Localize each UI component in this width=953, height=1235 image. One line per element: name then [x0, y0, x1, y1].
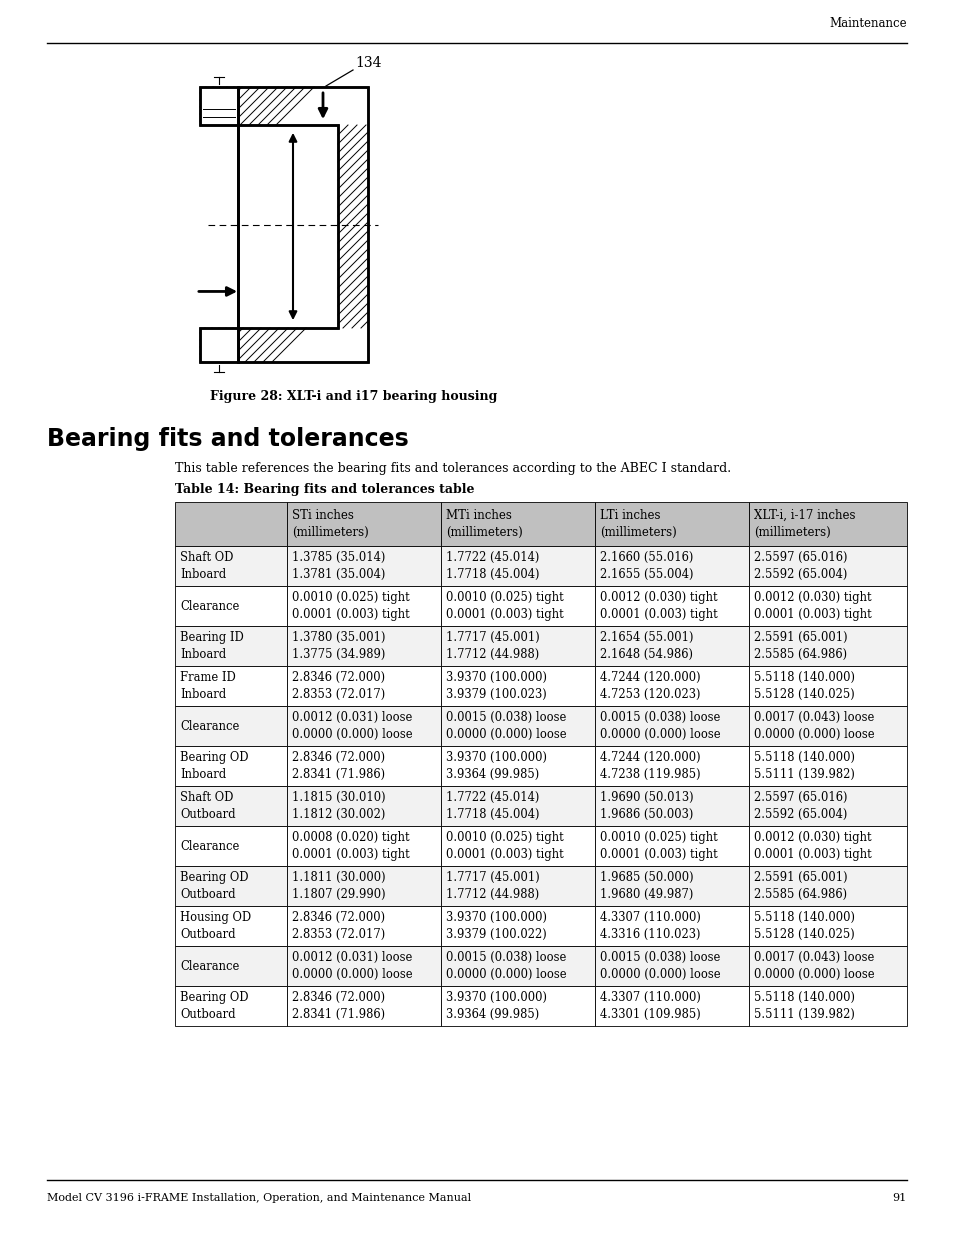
Text: Figure 28: XLT-i and i17 bearing housing: Figure 28: XLT-i and i17 bearing housing [210, 390, 497, 403]
Text: 2.1654 (55.001)
2.1648 (54.986): 2.1654 (55.001) 2.1648 (54.986) [599, 631, 693, 661]
Text: 0.0012 (0.030) tight
0.0001 (0.003) tight: 0.0012 (0.030) tight 0.0001 (0.003) tigh… [753, 592, 871, 621]
Text: 2.5591 (65.001)
2.5585 (64.986): 2.5591 (65.001) 2.5585 (64.986) [753, 871, 846, 900]
Text: Bearing OD
Outboard: Bearing OD Outboard [180, 871, 248, 900]
Text: Clearance: Clearance [180, 840, 239, 852]
Text: 0.0010 (0.025) tight
0.0001 (0.003) tight: 0.0010 (0.025) tight 0.0001 (0.003) tigh… [446, 592, 563, 621]
Bar [287, 546, 440, 585]
Text: Shaft OD
Outboard: Shaft OD Outboard [180, 792, 235, 821]
Bar [748, 706, 906, 746]
Text: 5.5118 (140.000)
5.5128 (140.025): 5.5118 (140.000) 5.5128 (140.025) [753, 672, 854, 700]
Bar [237, 125, 337, 329]
Text: 0.0008 (0.020) tight
0.0001 (0.003) tight: 0.0008 (0.020) tight 0.0001 (0.003) tigh… [292, 831, 410, 861]
Bar [440, 706, 595, 746]
Text: 1.7717 (45.001)
1.7712 (44.988): 1.7717 (45.001) 1.7712 (44.988) [446, 631, 539, 661]
Bar [440, 785, 595, 826]
Bar [748, 746, 906, 785]
Text: 5.5118 (140.000)
5.5111 (139.982): 5.5118 (140.000) 5.5111 (139.982) [753, 751, 854, 781]
Text: Clearance: Clearance [180, 720, 239, 732]
Text: 2.1660 (55.016)
2.1655 (55.004): 2.1660 (55.016) 2.1655 (55.004) [599, 551, 693, 580]
Text: 1.7717 (45.001)
1.7712 (44.988): 1.7717 (45.001) 1.7712 (44.988) [446, 871, 539, 900]
Text: 0.0012 (0.031) loose
0.0000 (0.000) loose: 0.0012 (0.031) loose 0.0000 (0.000) loos… [292, 711, 413, 741]
Bar [748, 501, 906, 546]
Bar [287, 626, 440, 666]
Text: 3.9370 (100.000)
3.9379 (100.023): 3.9370 (100.000) 3.9379 (100.023) [446, 672, 547, 700]
Bar [440, 986, 595, 1026]
Text: 0.0017 (0.043) loose
0.0000 (0.000) loose: 0.0017 (0.043) loose 0.0000 (0.000) loos… [753, 711, 874, 741]
Bar [440, 946, 595, 986]
Bar [287, 706, 440, 746]
Text: 0.0015 (0.038) loose
0.0000 (0.000) loose: 0.0015 (0.038) loose 0.0000 (0.000) loos… [599, 951, 720, 981]
Bar [287, 666, 440, 706]
Bar [174, 585, 287, 626]
Bar [287, 826, 440, 866]
Bar [595, 746, 748, 785]
Bar [440, 626, 595, 666]
Bar [287, 986, 440, 1026]
Text: 3.9370 (100.000)
3.9364 (99.985): 3.9370 (100.000) 3.9364 (99.985) [446, 751, 547, 781]
Text: Bearing OD
Outboard: Bearing OD Outboard [180, 992, 248, 1021]
Bar [174, 746, 287, 785]
Bar [287, 946, 440, 986]
Bar [237, 86, 368, 362]
Text: Frame ID
Inboard: Frame ID Inboard [180, 672, 235, 700]
Bar [174, 501, 287, 546]
Bar [174, 946, 287, 986]
Bar [440, 826, 595, 866]
Text: 1.1811 (30.000)
1.1807 (29.990): 1.1811 (30.000) 1.1807 (29.990) [292, 871, 386, 900]
Text: Model CV 3196 i-FRAME Installation, Operation, and Maintenance Manual: Model CV 3196 i-FRAME Installation, Oper… [47, 1193, 471, 1203]
Bar [748, 826, 906, 866]
Text: This table references the bearing fits and tolerances according to the ABEC I st: This table references the bearing fits a… [174, 462, 730, 475]
Text: Clearance: Clearance [180, 960, 239, 972]
Text: Bearing ID
Inboard: Bearing ID Inboard [180, 631, 244, 661]
Text: 0.0012 (0.030) tight
0.0001 (0.003) tight: 0.0012 (0.030) tight 0.0001 (0.003) tigh… [599, 592, 717, 621]
Text: 3.9370 (100.000)
3.9379 (100.022): 3.9370 (100.000) 3.9379 (100.022) [446, 911, 547, 941]
Text: 1.7722 (45.014)
1.7718 (45.004): 1.7722 (45.014) 1.7718 (45.004) [446, 792, 539, 821]
Text: Bearing OD
Inboard: Bearing OD Inboard [180, 751, 248, 781]
Text: 1.3780 (35.001)
1.3775 (34.989): 1.3780 (35.001) 1.3775 (34.989) [292, 631, 385, 661]
Text: 0.0015 (0.038) loose
0.0000 (0.000) loose: 0.0015 (0.038) loose 0.0000 (0.000) loos… [446, 711, 566, 741]
Text: 2.8346 (72.000)
2.8341 (71.986): 2.8346 (72.000) 2.8341 (71.986) [292, 751, 385, 781]
Bar [748, 626, 906, 666]
Text: MTi inches
(millimeters): MTi inches (millimeters) [446, 509, 522, 538]
Bar [595, 785, 748, 826]
Text: 0.0010 (0.025) tight
0.0001 (0.003) tight: 0.0010 (0.025) tight 0.0001 (0.003) tigh… [446, 831, 563, 861]
Bar [440, 546, 595, 585]
Text: Maintenance: Maintenance [828, 17, 906, 30]
Text: 2.8346 (72.000)
2.8353 (72.017): 2.8346 (72.000) 2.8353 (72.017) [292, 911, 385, 941]
Bar [200, 86, 237, 125]
Bar [595, 986, 748, 1026]
Bar [440, 666, 595, 706]
Bar [174, 986, 287, 1026]
Text: Shaft OD
Inboard: Shaft OD Inboard [180, 551, 233, 580]
Text: 0.0012 (0.031) loose
0.0000 (0.000) loose: 0.0012 (0.031) loose 0.0000 (0.000) loos… [292, 951, 413, 981]
Bar [287, 746, 440, 785]
Text: 0.0015 (0.038) loose
0.0000 (0.000) loose: 0.0015 (0.038) loose 0.0000 (0.000) loos… [446, 951, 566, 981]
Text: 5.5118 (140.000)
5.5128 (140.025): 5.5118 (140.000) 5.5128 (140.025) [753, 911, 854, 941]
Text: 3.9370 (100.000)
3.9364 (99.985): 3.9370 (100.000) 3.9364 (99.985) [446, 992, 547, 1021]
Bar [174, 906, 287, 946]
Text: XLT-i, i-17 inches
(millimeters): XLT-i, i-17 inches (millimeters) [753, 509, 855, 538]
Bar [287, 585, 440, 626]
Text: 5.5118 (140.000)
5.5111 (139.982): 5.5118 (140.000) 5.5111 (139.982) [753, 992, 854, 1021]
Bar [287, 501, 440, 546]
Text: 4.7244 (120.000)
4.7253 (120.023): 4.7244 (120.000) 4.7253 (120.023) [599, 672, 700, 700]
Bar [440, 866, 595, 906]
Bar [440, 906, 595, 946]
Bar [595, 706, 748, 746]
Bar [748, 946, 906, 986]
Bar [174, 626, 287, 666]
Text: Bearing fits and tolerances: Bearing fits and tolerances [47, 427, 408, 451]
Bar [595, 946, 748, 986]
Bar [440, 501, 595, 546]
Text: Housing OD
Outboard: Housing OD Outboard [180, 911, 251, 941]
Bar [440, 746, 595, 785]
Text: 2.8346 (72.000)
2.8341 (71.986): 2.8346 (72.000) 2.8341 (71.986) [292, 992, 385, 1021]
Text: 1.9690 (50.013)
1.9686 (50.003): 1.9690 (50.013) 1.9686 (50.003) [599, 792, 693, 821]
Text: 1.3785 (35.014)
1.3781 (35.004): 1.3785 (35.014) 1.3781 (35.004) [292, 551, 385, 580]
Bar [237, 125, 337, 329]
Text: 2.8346 (72.000)
2.8353 (72.017): 2.8346 (72.000) 2.8353 (72.017) [292, 672, 385, 700]
Text: 2.5597 (65.016)
2.5592 (65.004): 2.5597 (65.016) 2.5592 (65.004) [753, 551, 846, 580]
Text: 4.3307 (110.000)
4.3301 (109.985): 4.3307 (110.000) 4.3301 (109.985) [599, 992, 700, 1021]
Text: 134: 134 [355, 56, 381, 70]
Text: STi inches
(millimeters): STi inches (millimeters) [292, 509, 369, 538]
